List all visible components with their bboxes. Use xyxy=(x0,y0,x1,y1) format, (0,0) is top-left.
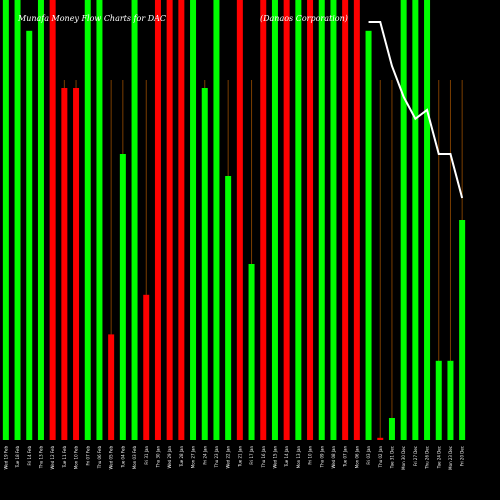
bar-20 xyxy=(225,176,232,440)
bar-40 xyxy=(459,220,466,440)
bar-25 xyxy=(283,0,290,440)
x-tick-label: Wed 29 Jan xyxy=(167,446,172,469)
x-tick-label: Wed 15 Jan xyxy=(272,446,277,469)
x-tick-label: Wed 19 Feb xyxy=(3,446,8,470)
bar-8 xyxy=(84,0,91,440)
x-tick-label: Tue 28 Jan xyxy=(179,446,184,468)
bar-12 xyxy=(131,0,138,440)
x-tick-label: Wed 05 Feb xyxy=(109,446,114,470)
bar-1 xyxy=(2,0,9,440)
x-tick-label: Thu 06 Feb xyxy=(97,446,102,470)
bar-4 xyxy=(37,0,44,440)
bar-21 xyxy=(236,0,243,440)
x-tick-label: Mon 06 Jan xyxy=(354,446,359,469)
x-tick-label: Wed 22 Jan xyxy=(226,446,231,469)
x-tick-label: Fri 17 Jan xyxy=(249,446,254,465)
bar-35 xyxy=(400,0,407,440)
x-tick-label: Fri 24 Jan xyxy=(202,446,207,465)
bar-33 xyxy=(377,437,384,440)
x-tick-label: Wed 08 Jan xyxy=(331,446,336,469)
x-tick-label: Thu 02 Jan xyxy=(378,446,383,469)
bar-19 xyxy=(213,0,220,440)
x-tick-label: Mon 13 Jan xyxy=(296,446,301,469)
bar-3 xyxy=(26,30,33,441)
bar-28 xyxy=(318,0,325,440)
x-tick-label: Tue 31 Dec xyxy=(389,446,394,469)
bar-24 xyxy=(271,0,278,440)
x-tick-labels: Wed 19 Feb Tue 18 Feb Fri 14 Feb Thu 13 Feb… xyxy=(3,446,464,470)
x-tick-label: Thu 26 Dec xyxy=(425,446,430,470)
bar-22 xyxy=(248,264,255,440)
x-tick-label: Tue 24 Dec xyxy=(436,446,441,469)
x-tick-label: Tue 14 Jan xyxy=(284,446,289,468)
bar-30 xyxy=(342,0,349,440)
x-tick-label: Fri 14 Feb xyxy=(27,446,32,466)
chart-title: Munafa Money Flow Charts for DAC xyxy=(17,14,166,23)
bar-15 xyxy=(166,0,173,440)
x-tick-label: Mon 03 Feb xyxy=(132,446,137,470)
bar-9 xyxy=(96,0,103,440)
bar-17 xyxy=(190,0,197,440)
x-tick-label: Wed 12 Feb xyxy=(50,446,55,470)
x-tick-label: Fri 20 Dec xyxy=(460,446,465,466)
x-tick-label: Tue 11 Feb xyxy=(62,446,67,469)
x-tick-label: Mon 10 Feb xyxy=(74,446,79,470)
bar-34 xyxy=(388,418,395,440)
bar-2 xyxy=(14,0,21,440)
bar-26 xyxy=(295,0,302,440)
bar-11 xyxy=(119,154,126,440)
bar-31 xyxy=(353,0,360,440)
trend-line xyxy=(368,21,464,199)
bar-27 xyxy=(307,0,314,440)
chart-subtitle: (Danaos Corporation) xyxy=(260,14,348,23)
x-tick-label: Fri 31 Jan xyxy=(144,446,149,465)
bars xyxy=(2,0,466,441)
x-tick-label: Thu 09 Jan xyxy=(319,446,324,469)
bar-18 xyxy=(201,88,208,440)
x-tick-label: Thu 30 Jan xyxy=(155,446,160,469)
x-tick-label: Fri 10 Jan xyxy=(308,446,313,465)
bar-5 xyxy=(49,0,56,440)
bar-36 xyxy=(412,0,419,440)
x-tick-label: Thu 13 Feb xyxy=(38,446,43,470)
bar-6 xyxy=(61,88,68,440)
bar-14 xyxy=(154,0,161,440)
bar-37 xyxy=(424,0,431,440)
bar-13 xyxy=(143,294,150,440)
x-tick-label: Mon 23 Dec xyxy=(448,446,453,470)
x-tick-label: Fri 03 Jan xyxy=(366,446,371,465)
x-tick-label: Tue 21 Jan xyxy=(237,446,242,468)
x-tick-label: Fri 07 Feb xyxy=(85,446,90,466)
bar-16 xyxy=(178,0,185,440)
x-tick-label: Mon 27 Jan xyxy=(191,446,196,469)
x-tick-label: Mon 30 Dec xyxy=(401,446,406,470)
bar-23 xyxy=(260,0,267,440)
bar-10 xyxy=(108,334,115,440)
trend-line-layer xyxy=(368,21,464,199)
x-tick-label: Tue 07 Jan xyxy=(343,446,348,468)
x-tick-label: Tue 18 Feb xyxy=(15,446,20,469)
bar-39 xyxy=(447,360,454,440)
bar-32 xyxy=(365,30,372,441)
x-tick-label: Thu 23 Jan xyxy=(214,446,219,469)
bar-29 xyxy=(330,0,337,440)
bar-7 xyxy=(73,88,80,440)
x-tick-label: Thu 16 Jan xyxy=(261,446,266,469)
bar-38 xyxy=(435,360,442,440)
x-tick-label: Fri 27 Dec xyxy=(413,446,418,466)
x-tick-label: Tue 04 Feb xyxy=(120,446,125,469)
